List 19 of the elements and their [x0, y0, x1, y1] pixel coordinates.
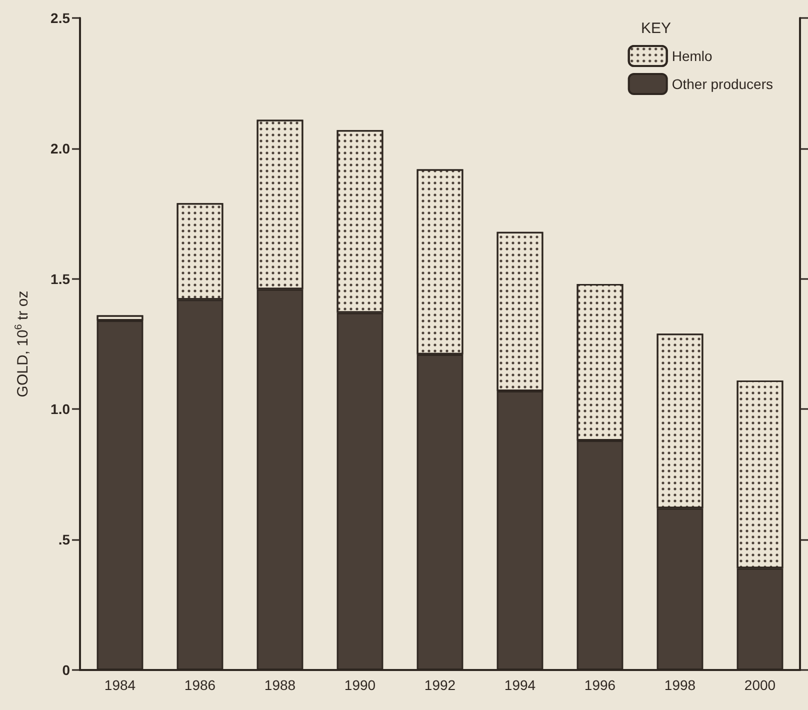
y-tick-label: 1.0 — [50, 401, 70, 418]
x-tick-label: 1998 — [664, 677, 696, 693]
x-tick-label: 1986 — [184, 677, 216, 693]
y-tick-label: 2.0 — [50, 140, 70, 156]
y-tick-label: 1.5 — [50, 270, 70, 287]
x-tick-label: 1990 — [344, 677, 376, 693]
y-tick-label: .5 — [58, 532, 70, 548]
y-tick-label: 2.5 — [50, 10, 70, 26]
x-tick-label: 1992 — [424, 677, 456, 693]
x-tick-label: 1984 — [104, 677, 136, 693]
y-axis-title: GOLD, 106 tr oz — [14, 290, 32, 398]
legend-label: Hemlo — [672, 48, 713, 64]
x-tick-label: 1988 — [264, 677, 296, 693]
legend-title: KEY — [640, 20, 671, 37]
y-tick-label: 0 — [62, 662, 70, 678]
x-tick-label: 1996 — [584, 677, 616, 693]
x-tick-label: 2000 — [744, 677, 776, 693]
x-tick-label: 1994 — [504, 677, 536, 693]
legend-label: Other producers — [672, 76, 774, 92]
